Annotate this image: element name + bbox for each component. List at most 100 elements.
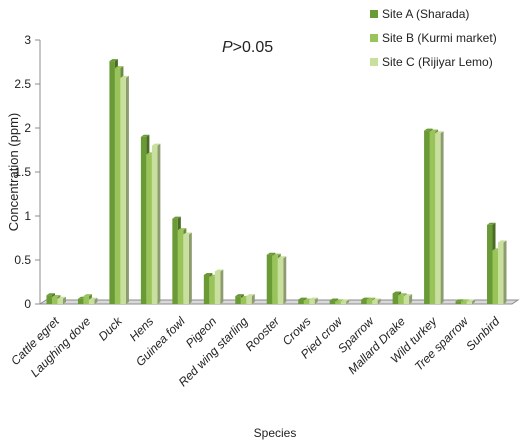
bar [403, 294, 413, 304]
bar-top [435, 131, 444, 134]
bar-front [83, 296, 89, 304]
bar-front [403, 296, 410, 304]
bar-side [188, 232, 192, 304]
y-tick-label: 0.5 [14, 253, 31, 267]
bar-top [361, 297, 370, 300]
bar-front [372, 300, 378, 304]
bar-front [492, 250, 499, 304]
bar-front [203, 274, 210, 304]
bar [372, 298, 381, 304]
bar-front [146, 154, 152, 304]
bar-front [303, 300, 310, 304]
bars-group [46, 59, 507, 305]
y-tick-label: 3 [24, 33, 31, 47]
bar [246, 294, 255, 304]
x-axis-label: Species [254, 426, 297, 440]
bar-front [498, 242, 504, 304]
bar-front [235, 296, 241, 304]
bar-side [503, 240, 507, 304]
bar-top [57, 296, 66, 299]
bar-top [298, 297, 307, 300]
bar-top [403, 294, 413, 297]
p-value-annotation: P>0.05 [222, 39, 273, 56]
bar-top [498, 240, 507, 243]
bar-top [335, 299, 344, 302]
y-axis: 0 0.5 1 1.5 2 2.5 3 [14, 33, 41, 311]
bar-front [277, 258, 284, 304]
bar-front [246, 296, 252, 304]
bar-top [372, 298, 381, 301]
bar-top [51, 294, 61, 297]
bar-front [57, 298, 63, 304]
bar-front [120, 77, 126, 304]
bar-top [272, 253, 281, 256]
bar-front [183, 234, 189, 304]
bar-front [109, 61, 115, 305]
bar-front [77, 298, 84, 304]
legend-item: Site A (Sharada) [370, 7, 469, 21]
bar-front [177, 230, 184, 304]
p-value-text: >0.05 [233, 39, 274, 56]
bar-top [392, 291, 402, 294]
bar-top [246, 294, 255, 297]
bar-side [220, 269, 224, 304]
bar-front [429, 131, 436, 304]
bar-side [346, 299, 350, 304]
bar-top [235, 294, 244, 297]
bar-top [277, 256, 287, 259]
bar-side [314, 297, 318, 304]
bar-front [340, 301, 347, 304]
bar-front [309, 299, 315, 304]
bar-top [455, 299, 465, 302]
bar-side [94, 297, 98, 304]
legend-label: Site B (Kurmi market) [382, 31, 497, 45]
bar [214, 269, 224, 304]
bar [88, 297, 98, 304]
bar-side [409, 294, 413, 304]
bar-front [398, 295, 404, 304]
bar-top [429, 129, 439, 132]
bar-top [151, 143, 161, 146]
bar-front [455, 301, 462, 304]
bar-front [329, 300, 336, 304]
bar-top [487, 222, 496, 225]
bar-top [340, 299, 350, 302]
bar-top [466, 299, 476, 302]
bar-top [266, 252, 276, 255]
p-value-symbol: P [222, 39, 233, 56]
bar-front [335, 301, 341, 304]
bar [435, 131, 444, 304]
bar-side [377, 298, 381, 304]
bar-top [424, 128, 433, 131]
y-tick-label: 1 [24, 209, 31, 223]
legend-swatch [370, 10, 378, 18]
bar-top [83, 294, 92, 297]
bar-front [424, 130, 430, 304]
y-axis-label: Concentration (ppm) [6, 113, 21, 232]
bar-top [214, 269, 224, 272]
bar-top [309, 297, 318, 300]
x-tick-label: Sunbird [463, 314, 502, 353]
bar-front [272, 255, 278, 304]
bar-front [151, 145, 158, 304]
bar-front [361, 299, 367, 304]
bar-front [114, 68, 121, 304]
bar-front [140, 136, 147, 304]
bar-front [392, 293, 399, 304]
bar [277, 256, 287, 304]
bar-top [177, 228, 187, 231]
legend-item: Site B (Kurmi market) [370, 31, 497, 45]
bar-front [240, 297, 247, 304]
bar-side [62, 296, 66, 304]
y-tick-label: 2 [24, 121, 31, 135]
bar-front [172, 218, 178, 304]
bar-top [46, 293, 55, 296]
bar [498, 240, 507, 304]
bar-side [157, 143, 161, 304]
legend-swatch [370, 58, 378, 66]
bar-front [298, 299, 304, 304]
bar-top [461, 299, 470, 302]
bar-side [440, 131, 444, 304]
